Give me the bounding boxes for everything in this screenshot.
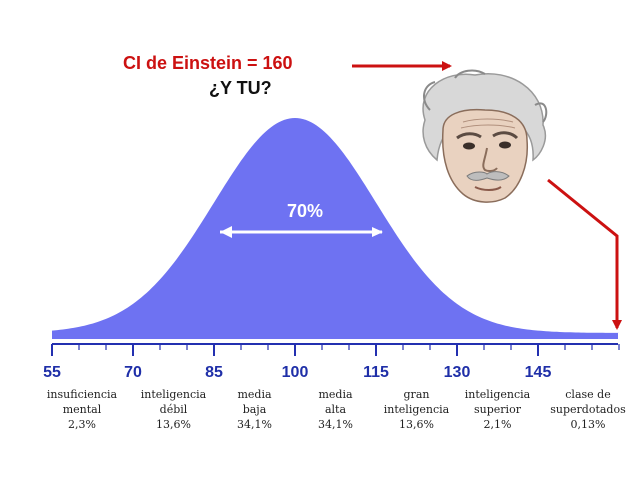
iq-160-arrow: [547, 178, 622, 330]
category-name-line: insuficiencia: [47, 388, 118, 401]
category-name-line: superdotados: [550, 403, 626, 416]
tick-label-55: 55: [43, 364, 61, 381]
category-0: insuficiencia mental 2,3%: [47, 388, 118, 431]
category-percent: 2,1%: [484, 418, 512, 431]
x-axis: 55 70 85 100 115 130 145: [43, 343, 620, 381]
category-1: inteligencia débil 13,6%: [141, 388, 207, 431]
tick-label-100: 100: [282, 364, 309, 381]
category-percent: 34,1%: [318, 418, 353, 431]
category-3: media alta 34,1%: [318, 388, 353, 431]
question-text: ¿Y TU?: [209, 78, 272, 98]
category-name-line: débil: [160, 403, 188, 416]
category-name-line: media: [237, 388, 272, 401]
category-percent: 34,1%: [237, 418, 272, 431]
category-name-line: mental: [63, 403, 102, 416]
category-percent: 13,6%: [399, 418, 434, 431]
center-percent-label: 70%: [287, 201, 323, 221]
span-arrow-left-head: [220, 226, 232, 238]
einstein-iq-headline: CI de Einstein = 160: [123, 53, 293, 73]
tick-label-85: 85: [205, 364, 223, 381]
category-percent: 2,3%: [68, 418, 96, 431]
category-name-line: inteligencia: [384, 403, 450, 416]
category-5: inteligencia superior 2,1%: [465, 388, 531, 431]
category-name-line: media: [318, 388, 353, 401]
category-labels: insuficiencia mental 2,3% inteligencia débil…: [47, 388, 626, 431]
bell-curve-area: [52, 118, 619, 339]
tick-label-70: 70: [124, 364, 142, 381]
tick-label-115: 115: [363, 364, 389, 381]
category-name-line: superior: [474, 403, 522, 416]
category-name-line: inteligencia: [141, 388, 207, 401]
category-name-line: inteligencia: [465, 388, 531, 401]
category-name-line: clase de: [565, 388, 610, 401]
category-2: media baja 34,1%: [237, 388, 272, 431]
tick-label-145: 145: [525, 364, 552, 381]
category-6: clase de superdotados 0,13%: [550, 388, 626, 431]
category-name-line: baja: [243, 403, 267, 416]
category-percent: 13,6%: [156, 418, 191, 431]
category-name-line: gran: [404, 388, 430, 401]
category-percent: 0,13%: [571, 418, 606, 431]
bell-curve-group: [52, 118, 619, 339]
einstein-portrait-icon: [422, 69, 548, 203]
category-4: gran inteligencia 13,6%: [384, 388, 450, 431]
tick-label-130: 130: [444, 364, 471, 381]
category-name-line: alta: [325, 403, 346, 416]
